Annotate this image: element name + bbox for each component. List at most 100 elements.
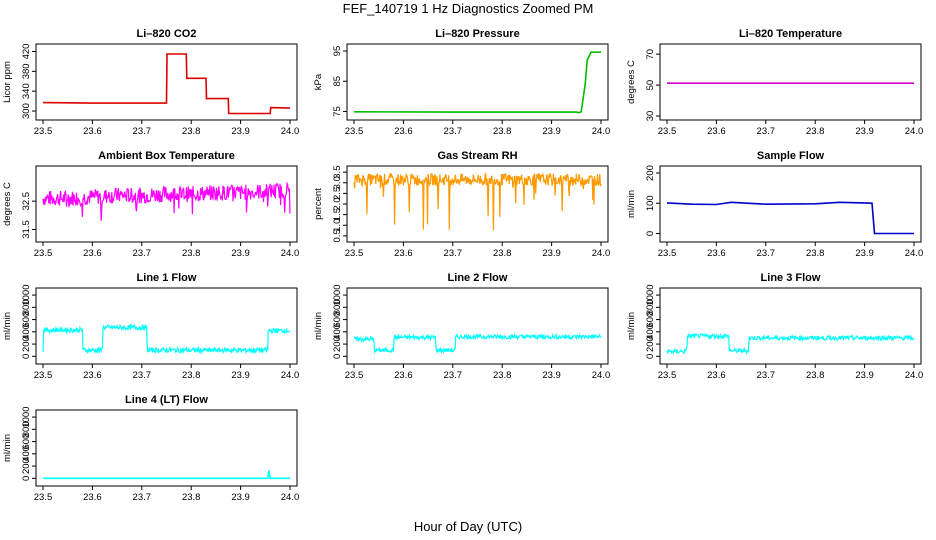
y-tick-label: 340 [21,83,32,99]
y-axis-label: ml/min [626,312,637,340]
x-tick-label: 23.9 [542,370,561,381]
y-axis-label: kPa [313,73,324,90]
plot-frame [659,43,922,121]
y-axis-label: ml/min [626,190,637,218]
series-line [666,332,915,356]
x-tick-label: 23.5 [345,126,364,137]
y-axis-label: degrees C [2,182,13,226]
panel-6: Line 1 Flow 23.5 23.6 23.7 23.8 23.9 24.0 0 2004… [2,272,299,381]
x-tick-label: 23.8 [493,126,512,137]
y-tick-label: 600 [332,312,343,328]
x-tick-label: 23.9 [231,492,250,503]
x-tick-label: 23.7 [133,370,152,381]
y-tick-label: 32.5 [21,192,32,211]
x-tick-label: 23.8 [182,126,201,137]
panel-4: Gas Stream RH 23.5 23.6 23.7 23.8 23.9 24.0 0.5… [313,150,610,259]
x-tick-label: 23.9 [231,248,250,259]
x-tick-label: 23.6 [83,126,102,137]
y-axis-label: ml/min [2,312,13,340]
x-tick-label: 23.5 [34,492,53,503]
y-tick-label: 380 [21,63,32,79]
y-tick-label: 0 [332,354,343,359]
plot-frame [35,287,298,365]
plot-frame [659,287,922,365]
series-line [353,51,601,114]
panel-5: Sample Flow 23.5 23.6 23.7 23.8 23.9 24.0 0 100 2… [626,150,923,259]
y-tick-label: 800 [21,299,32,315]
y-tick-label: 420 [21,44,32,60]
x-tick-label: 24.0 [592,126,611,137]
x-tick-label: 23.9 [231,370,250,381]
y-tick-label: 1000 [332,284,343,305]
panel-title: Line 2 Flow [448,272,508,284]
y-tick-label: 0.5 [332,229,343,242]
y-tick-label: 800 [332,299,343,315]
y-tick-label: 3.0 [332,176,343,189]
x-tick-label: 23.8 [182,370,201,381]
x-tick-label: 24.0 [905,370,924,381]
y-tick-label: 1000 [645,284,656,305]
x-tick-label: 24.0 [905,126,924,137]
y-tick-label: 3.5 [332,166,343,179]
y-axis-label: degrees C [626,60,637,104]
y-axis-label: percent [313,188,324,220]
panel-title: Li–820 CO2 [137,28,197,40]
x-tick-label: 24.0 [281,126,300,137]
y-tick-label: 400 [21,324,32,340]
y-tick-label: 0 [21,476,32,481]
y-axis-label: Licor ppm [2,61,13,103]
y-tick-label: 1.5 [332,208,343,221]
y-tick-label: 200 [645,165,656,181]
y-tick-label: 50 [645,80,656,91]
x-tick-label: 23.7 [133,248,152,259]
y-axis-label: ml/min [2,434,13,462]
x-tick-label: 24.0 [592,370,611,381]
series-line [42,53,291,115]
x-tick-label: 24.0 [592,248,611,259]
panel-title: Line 3 Flow [761,272,821,284]
x-tick-label: 23.8 [182,492,201,503]
x-tick-label: 23.5 [345,370,364,381]
x-tick-label: 23.8 [182,248,201,259]
panel-title: Line 4 (LT) Flow [125,394,208,406]
x-tick-label: 23.8 [806,370,825,381]
x-tick-label: 23.6 [707,248,726,259]
x-tick-label: 23.7 [757,370,776,381]
y-tick-label: 0 [21,354,32,359]
x-tick-label: 23.7 [757,126,776,137]
x-tick-label: 23.9 [855,370,874,381]
y-tick-label: 600 [21,312,32,328]
y-tick-label: 1000 [21,406,32,427]
plot-frame [346,287,609,365]
panel-2: Li–820 Temperature 23.5 23.6 23.7 23.8 23.9 24… [626,28,923,137]
x-tick-label: 23.5 [658,248,677,259]
y-tick-label: 2.0 [332,197,343,210]
x-tick-label: 23.6 [707,370,726,381]
x-tick-label: 23.6 [83,370,102,381]
x-tick-label: 24.0 [905,248,924,259]
y-tick-label: 1000 [21,284,32,305]
y-tick-label: 400 [21,446,32,462]
x-tick-label: 23.5 [345,248,364,259]
panels-group: Li–820 CO2 23.5 23.6 23.7 23.8 23.9 24.0 300 340… [2,28,923,503]
x-tick-label: 23.7 [133,126,152,137]
panel-title: Ambient Box Temperature [98,150,235,162]
plot-frame [35,409,298,487]
figure-title: FEF_140719 1 Hz Diagnostics Zoomed PM [343,1,594,16]
y-tick-label: 200 [21,336,32,352]
panel-title: Li–820 Temperature [739,28,842,40]
x-tick-label: 23.5 [34,370,53,381]
panel-title: Line 1 Flow [137,272,197,284]
x-tick-label: 24.0 [281,492,300,503]
x-tick-label: 23.7 [444,370,463,381]
x-tick-label: 23.6 [83,492,102,503]
y-tick-label: 300 [21,103,32,119]
panel-7: Line 2 Flow 23.5 23.6 23.7 23.8 23.9 24.0 0 2004… [313,272,610,381]
plot-frame [35,43,298,121]
x-tick-label: 23.8 [493,248,512,259]
series-line [43,470,290,480]
x-tick-label: 24.0 [281,248,300,259]
y-tick-label: 0 [645,231,656,236]
y-axis-label: ml/min [313,312,324,340]
